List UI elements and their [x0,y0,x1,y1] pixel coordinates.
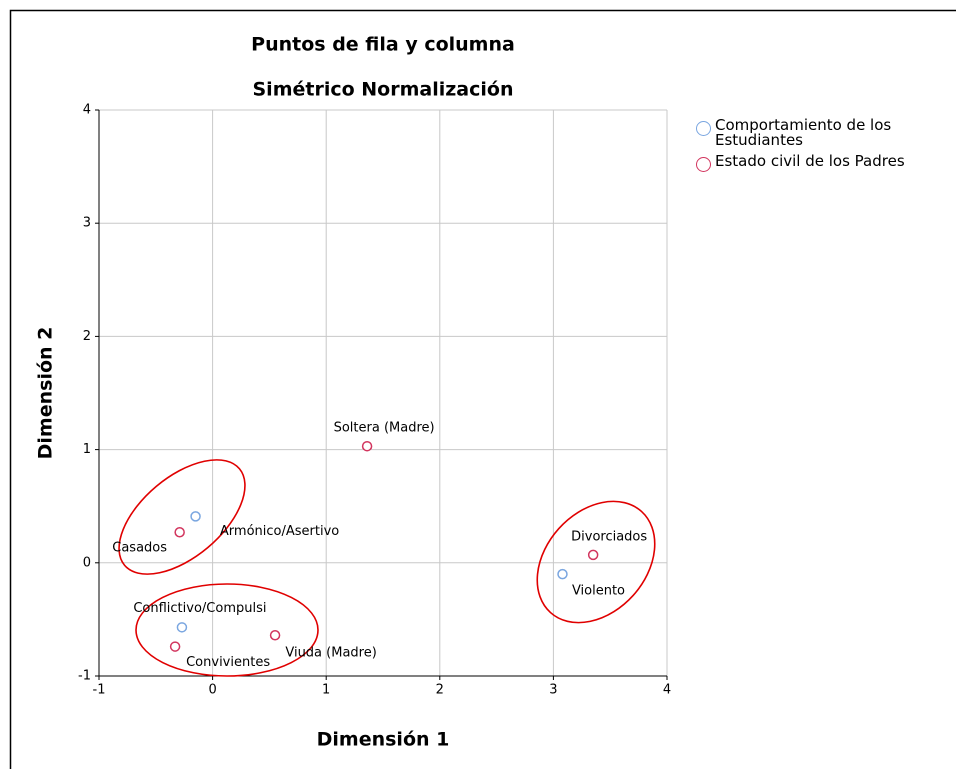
legend-entry: Comportamiento de los Estudiantes [696,118,946,148]
legend-marker [696,121,711,136]
x-axis-label: Dimensión 1 [317,729,450,751]
point [169,641,181,652]
x-tick-label: 2 [436,683,444,698]
point [361,440,373,452]
x-tick-label: 3 [549,683,557,698]
annotation-ellipse [118,459,246,575]
legend-label: Estado civil de los Padres [715,152,905,170]
annotation-ellipse [536,500,656,624]
point-label: Armónico/Asertivo [220,524,339,539]
legend-marker [696,157,711,172]
legend-label: Comportamiento de los Estudiantes [715,116,892,149]
point-label: Soltera (Madre) [334,421,435,436]
frame [9,9,956,769]
point [587,549,599,561]
legend: Comportamiento de los Estudiantes Estado … [696,118,946,178]
point-label: Convivientes [186,655,270,670]
x-tick-label: 0 [208,683,216,698]
point [190,511,201,522]
chart-title: Puntos de fila y columna [251,34,515,56]
point [176,622,188,633]
point [174,526,185,538]
y-tick-label: 4 [83,103,91,118]
point [269,629,281,641]
y-tick-label: -1 [78,669,91,684]
x-tick-label: -1 [93,683,106,698]
point-label: Divorciados [571,529,647,544]
x-tick-label: 1 [322,683,330,698]
annotation-ellipse [135,583,319,677]
chart-subtitle: Simétrico Normalización [253,79,514,101]
point-label: Conflictivo/Compulsi [133,601,266,616]
legend-entry: Estado civil de los Padres [696,154,946,172]
y-tick-label: 3 [83,216,91,231]
point-label: Violento [572,584,625,599]
y-tick-label: 2 [83,329,91,344]
point [557,568,568,580]
y-axis-label: Dimensión 2 [35,327,57,460]
y-tick-label: 1 [83,442,91,457]
x-tick-label: 4 [663,683,671,698]
point-label: Viuda (Madre) [285,646,376,661]
point-label: Casados [112,541,167,556]
y-tick-label: 0 [83,555,91,570]
